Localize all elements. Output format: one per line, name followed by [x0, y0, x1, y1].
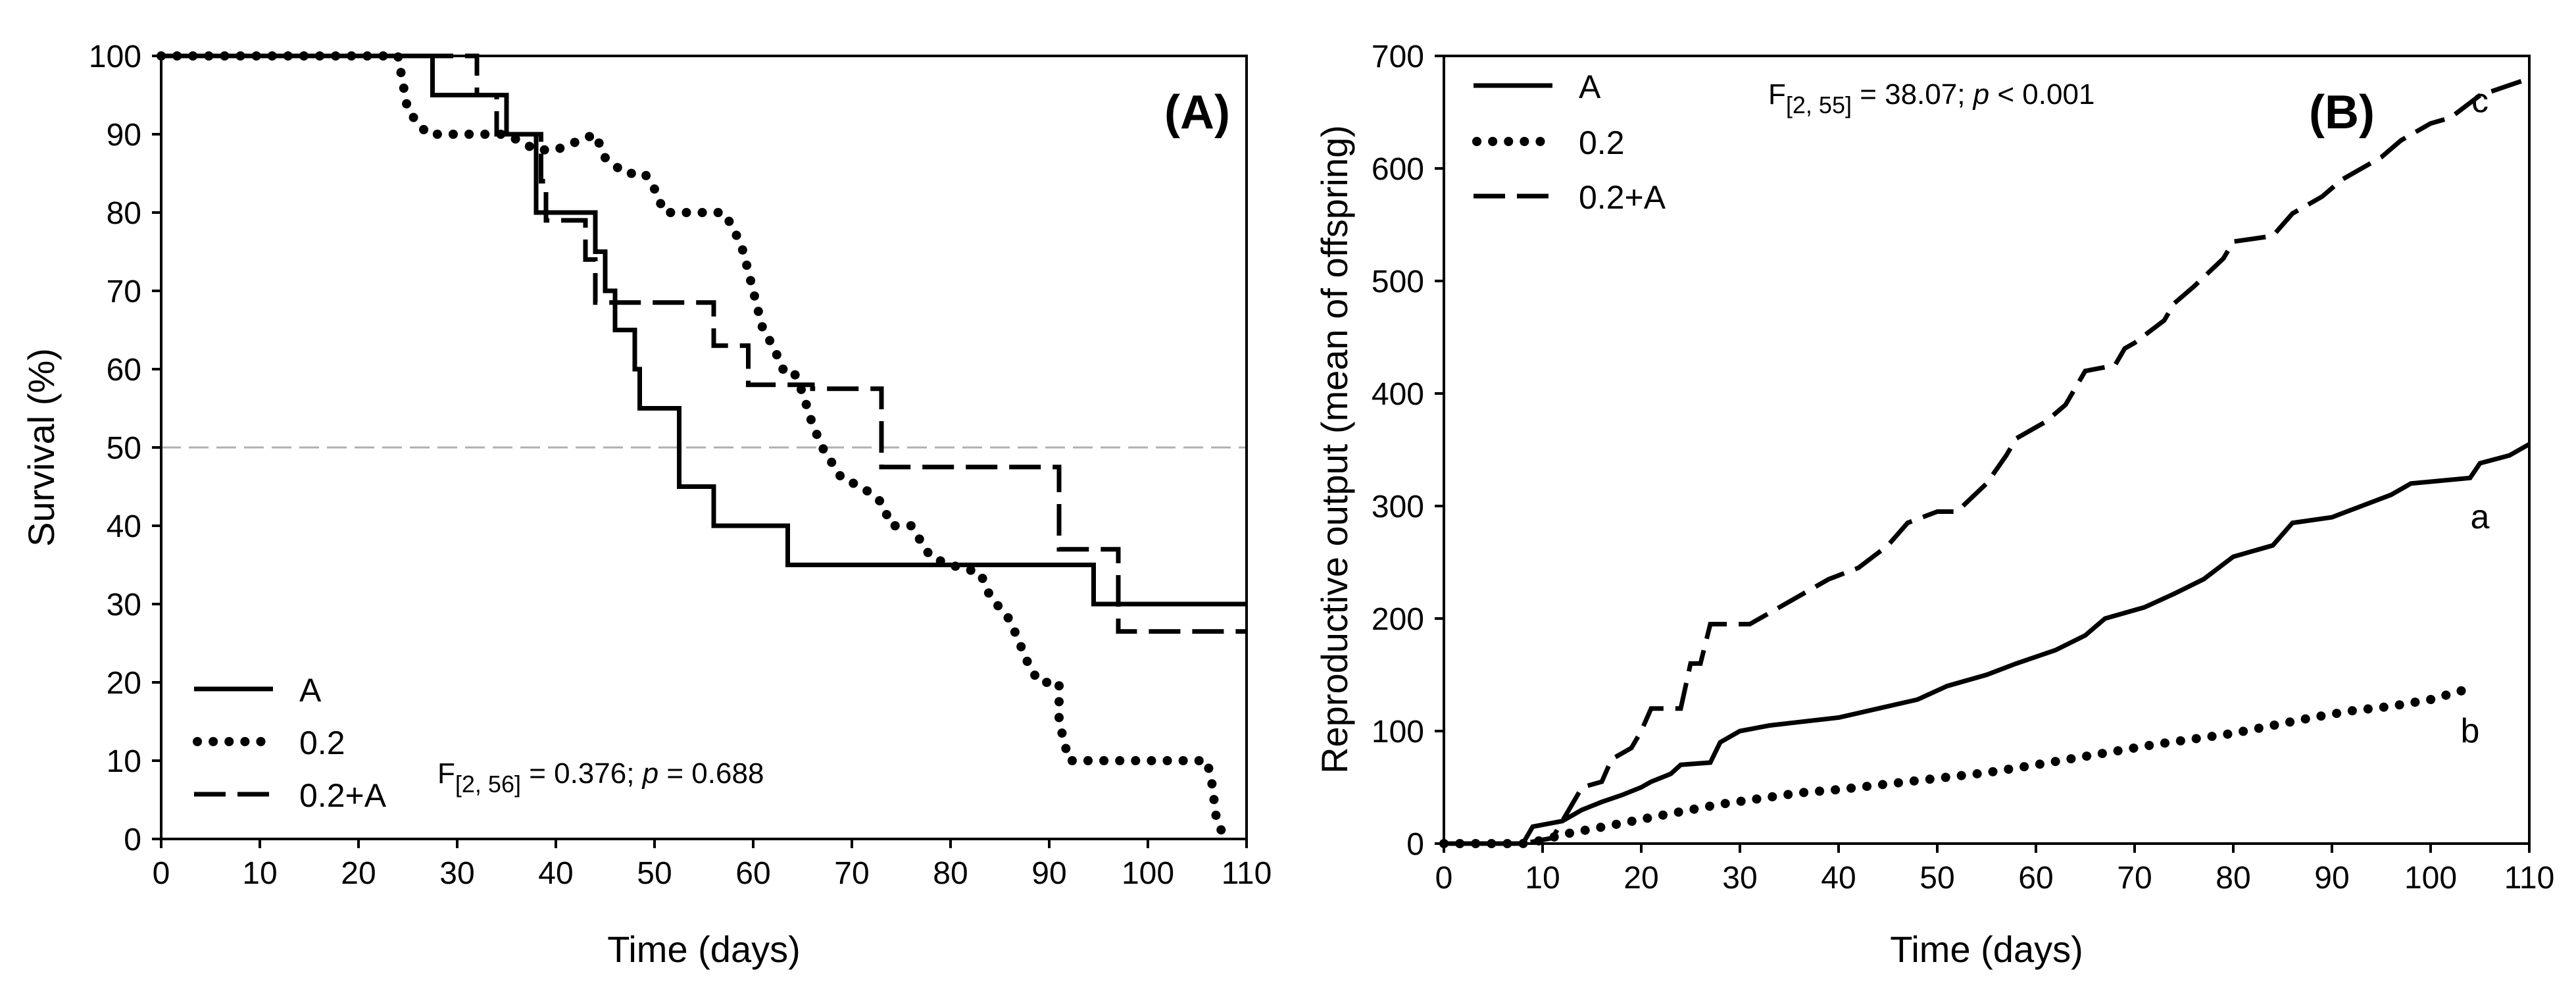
x-tick-label: 70 — [2117, 861, 2152, 896]
y-tick-label: 0 — [124, 823, 141, 857]
y-tick-label: 80 — [107, 196, 141, 231]
legend-label-0-2: 0.2 — [299, 724, 345, 761]
panel-b-x-ticks: 0 10 20 30 40 50 60 70 80 90 100 110 — [1435, 844, 2555, 896]
panel-b-plot-frame — [1443, 55, 2531, 845]
y-tick-label: 600 — [1372, 152, 1424, 187]
series-line-a — [1444, 442, 2531, 846]
y-tick-label: 300 — [1372, 490, 1424, 524]
x-tick-label: 100 — [1122, 856, 1174, 891]
panel-a-x-ticks: 0 10 20 30 40 50 60 70 80 90 100 110 — [153, 839, 1272, 891]
x-tick-label: 70 — [834, 856, 869, 891]
y-tick-label: 20 — [107, 666, 141, 701]
x-tick-label: 10 — [1525, 861, 1560, 896]
y-tick-label: 400 — [1372, 377, 1424, 412]
x-tick-label: 50 — [637, 856, 672, 891]
y-tick-label: 500 — [1372, 265, 1424, 299]
y-tick-label: 70 — [107, 274, 141, 309]
x-tick-label: 20 — [1623, 861, 1658, 896]
x-tick-label: 0 — [153, 856, 170, 891]
y-tick-label: 10 — [107, 744, 141, 779]
y-tick-label: 40 — [107, 509, 141, 544]
panel-b-x-axis-label: Time (days) — [1890, 928, 2083, 970]
group-label: b — [2461, 712, 2480, 750]
y-tick-label: 200 — [1372, 602, 1424, 637]
panel-b-y-axis-label: Reproductive output (mean of offspring) — [1314, 125, 1355, 774]
y-tick-label: 60 — [107, 353, 141, 388]
y-tick-label: 100 — [89, 39, 141, 74]
y-tick-label: 30 — [107, 588, 141, 622]
x-tick-label: 20 — [341, 856, 376, 891]
series-line-a — [161, 53, 1247, 607]
panel-a-series-group — [157, 51, 1247, 844]
x-tick-label: 110 — [1222, 856, 1272, 891]
y-tick-label: 700 — [1372, 39, 1424, 74]
x-tick-label: 40 — [538, 856, 573, 891]
y-tick-label: 100 — [1372, 715, 1424, 749]
panel-a-survival-chart: 0 10 20 30 40 50 60 70 80 90 100 110 0 10 20 30 40 50 60 7… — [20, 39, 1272, 970]
x-tick-label: 80 — [2216, 861, 2250, 896]
panel-a-label: (A) — [1164, 86, 1230, 139]
y-tick-label: 0 — [1406, 827, 1424, 862]
panel-b-reproduction-chart: 0 10 20 30 40 50 60 70 80 90 100 110 0 100 200 300 400 5… — [1314, 39, 2554, 970]
panel-a-x-axis-label: Time (days) — [607, 928, 801, 970]
x-tick-label: 110 — [2504, 861, 2555, 896]
panel-b-series-group — [1439, 76, 2531, 848]
panel-a-y-ticks: 0 10 20 30 40 50 60 70 80 90 100 — [89, 39, 161, 857]
x-tick-label: 0 — [1435, 861, 1453, 896]
panel-a-f-statistic: F[2, 56] = 0.376; p = 0.688 — [437, 757, 764, 798]
group-label: a — [2471, 498, 2490, 536]
y-tick-label: 50 — [107, 431, 141, 466]
x-tick-label: 30 — [1722, 861, 1757, 896]
series-line-0-2 — [1439, 684, 2475, 848]
group-label: c — [2471, 82, 2489, 120]
x-tick-label: 100 — [2404, 861, 2457, 896]
x-tick-label: 80 — [933, 856, 968, 891]
legend-label-a: A — [299, 672, 322, 709]
panel-b-f-statistic: F[2, 55] = 38.07; p < 0.001 — [1768, 78, 2094, 118]
panel-b-label: (B) — [2309, 86, 2375, 139]
x-tick-label: 60 — [2018, 861, 2053, 896]
x-tick-label: 90 — [2314, 861, 2349, 896]
legend-label-a: A — [1579, 68, 1601, 105]
panel-a-legend: A 0.2 0.2+A — [193, 672, 387, 814]
x-tick-label: 30 — [439, 856, 474, 891]
panel-b-legend: A 0.2 0.2+A — [1472, 68, 1666, 216]
x-tick-label: 90 — [1031, 856, 1066, 891]
x-tick-label: 50 — [1920, 861, 1954, 896]
legend-label-0-2-a: 0.2+A — [299, 777, 387, 814]
x-tick-label: 60 — [735, 856, 770, 891]
x-tick-label: 40 — [1821, 861, 1856, 896]
legend-label-0-2: 0.2 — [1579, 124, 1625, 161]
series-line-0-2-a — [1444, 76, 2531, 846]
panel-b-group-labels: c a b — [2461, 82, 2490, 751]
series-line-0-2 — [157, 51, 1231, 844]
x-tick-label: 10 — [242, 856, 277, 891]
panel-b-y-ticks: 0 100 200 300 400 500 600 700 — [1372, 39, 1444, 862]
panel-a-y-axis-label: Survival (%) — [20, 348, 62, 547]
series-line-0-2-a — [161, 53, 1247, 634]
y-tick-label: 90 — [107, 118, 141, 153]
legend-label-0-2-a: 0.2+A — [1579, 179, 1666, 216]
